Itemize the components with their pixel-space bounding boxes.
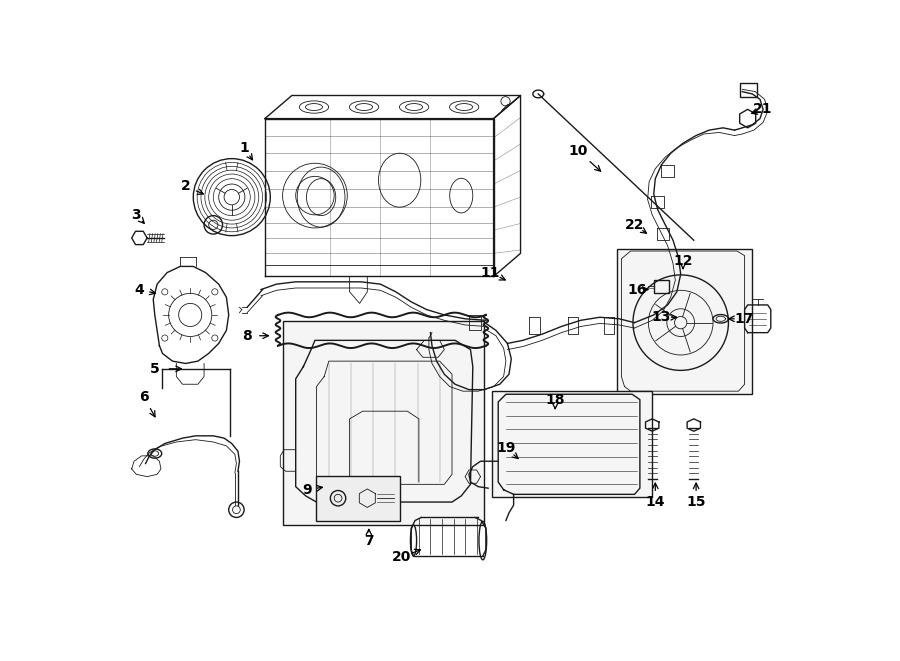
Text: 14: 14 xyxy=(645,495,665,509)
Text: 4: 4 xyxy=(134,282,144,297)
Text: 8: 8 xyxy=(242,329,252,343)
Text: 21: 21 xyxy=(753,102,773,116)
Bar xyxy=(616,249,751,394)
Text: 6: 6 xyxy=(140,391,148,405)
Text: 9: 9 xyxy=(302,483,312,496)
Text: 18: 18 xyxy=(545,393,565,407)
Text: 7: 7 xyxy=(364,533,374,547)
Text: 12: 12 xyxy=(673,254,693,268)
Text: 13: 13 xyxy=(652,310,671,325)
Text: 22: 22 xyxy=(625,218,644,232)
Text: 1: 1 xyxy=(239,141,249,155)
Text: 2: 2 xyxy=(181,179,191,194)
Text: 11: 11 xyxy=(481,266,500,280)
Bar xyxy=(740,83,757,97)
Text: 19: 19 xyxy=(496,441,516,455)
Text: 15: 15 xyxy=(687,495,706,509)
Text: 20: 20 xyxy=(392,551,411,564)
Text: 17: 17 xyxy=(735,312,754,326)
Text: 5: 5 xyxy=(150,362,159,376)
Text: 10: 10 xyxy=(569,144,588,158)
Bar xyxy=(317,476,400,520)
Bar xyxy=(653,280,669,293)
Bar xyxy=(283,321,484,525)
Bar xyxy=(492,391,652,498)
Text: 3: 3 xyxy=(131,208,141,222)
Text: 16: 16 xyxy=(627,282,646,297)
